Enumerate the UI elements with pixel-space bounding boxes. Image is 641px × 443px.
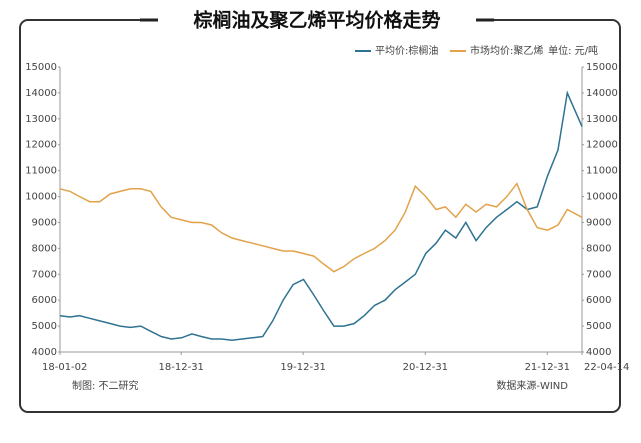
y-tick-label: 10000 bbox=[25, 192, 57, 203]
legend-label: 平均价:棕榈油 bbox=[375, 44, 438, 57]
y2-tick-label: 7000 bbox=[586, 269, 611, 280]
y2-tick-label: 8000 bbox=[586, 243, 611, 254]
y-tick-label: 13000 bbox=[25, 114, 57, 125]
y-tick-label: 5000 bbox=[32, 321, 57, 332]
chart-title: 棕榈油及聚乙烯平均价格走势 bbox=[193, 9, 440, 32]
y2-tick-label: 15000 bbox=[586, 62, 618, 73]
footer-left: 制图: 不二研究 bbox=[72, 379, 139, 392]
x-tick-label: 18-01-02 bbox=[42, 362, 87, 373]
y2-tick-label: 10000 bbox=[586, 192, 618, 203]
y-tick-label: 12000 bbox=[25, 140, 57, 151]
y-tick-label: 8000 bbox=[32, 243, 57, 254]
x-tick-label: 21-12-31 bbox=[525, 362, 570, 373]
y-tick-label: 7000 bbox=[32, 269, 57, 280]
y-tick-label: 14000 bbox=[25, 88, 57, 99]
x-tick-label: 18-12-31 bbox=[159, 362, 204, 373]
footer-right: 数据来源-WIND bbox=[496, 379, 568, 392]
y2-tick-label: 12000 bbox=[586, 140, 618, 151]
y2-tick-label: 6000 bbox=[586, 295, 611, 306]
y2-tick-label: 9000 bbox=[586, 217, 611, 228]
y2-tick-label: 5000 bbox=[586, 321, 611, 332]
x-tick-label: 20-12-31 bbox=[403, 362, 448, 373]
x-tick-label: 22-04-14 bbox=[584, 362, 629, 373]
y-tick-label: 4000 bbox=[32, 347, 57, 358]
y2-tick-label: 14000 bbox=[586, 88, 618, 99]
y-tick-label: 9000 bbox=[32, 217, 57, 228]
series-line bbox=[59, 90, 583, 342]
y2-tick-label: 4000 bbox=[586, 347, 611, 358]
x-tick-label: 19-12-31 bbox=[280, 362, 325, 373]
y-tick-label: 15000 bbox=[25, 62, 57, 73]
series-line bbox=[59, 182, 583, 273]
y2-tick-label: 11000 bbox=[586, 166, 618, 177]
unit-label: 单位: 元/吨 bbox=[548, 44, 598, 57]
y-tick-label: 11000 bbox=[25, 166, 57, 177]
y2-tick-label: 13000 bbox=[586, 114, 618, 125]
legend-label: 市场均价:聚乙烯 bbox=[470, 44, 543, 57]
y-tick-label: 6000 bbox=[32, 295, 57, 306]
title-bg bbox=[140, 8, 490, 34]
